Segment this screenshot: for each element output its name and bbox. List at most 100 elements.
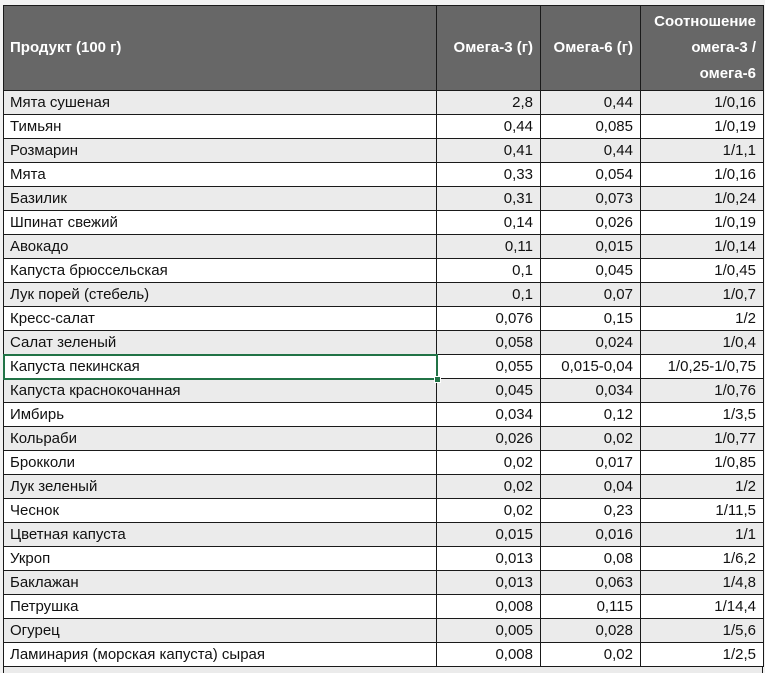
ratio-cell[interactable]: 1/5,6 [640, 618, 764, 643]
ratio-cell[interactable]: 1/0,19 [640, 210, 764, 235]
ratio-cell[interactable]: 1/0,76 [640, 378, 764, 403]
omega3-cell[interactable]: 0,015 [436, 522, 541, 547]
omega6-cell[interactable]: 0,07 [540, 282, 641, 307]
omega6-cell[interactable]: 0,045 [540, 258, 641, 283]
product-cell[interactable]: Базилик [3, 186, 437, 211]
omega3-cell[interactable]: 0,026 [436, 426, 541, 451]
omega3-cell[interactable]: 0,1 [436, 282, 541, 307]
product-cell[interactable]: Салат зеленый [3, 330, 437, 355]
omega6-cell[interactable]: 0,017 [540, 450, 641, 475]
omega3-cell[interactable]: 0,008 [436, 594, 541, 619]
ratio-cell[interactable]: 1/2 [640, 306, 764, 331]
product-cell[interactable]: Цветная капуста [3, 522, 437, 547]
omega6-cell[interactable]: 0,034 [540, 378, 641, 403]
omega3-cell[interactable]: 0,076 [436, 306, 541, 331]
omega6-cell[interactable]: 0,026 [540, 210, 641, 235]
product-cell[interactable]: Укроп [3, 546, 437, 571]
column-header-omega6[interactable]: Омега-6 (г) [540, 5, 641, 91]
ratio-cell[interactable]: 1/3,5 [640, 402, 764, 427]
omega3-cell[interactable]: 0,045 [436, 378, 541, 403]
ratio-cell[interactable]: 1/0,7 [640, 282, 764, 307]
ratio-cell[interactable]: 1/0,16 [640, 162, 764, 187]
omega3-cell[interactable]: 0,11 [436, 234, 541, 259]
omega6-cell[interactable]: 0,08 [540, 546, 641, 571]
omega3-cell[interactable]: 0,44 [436, 114, 541, 139]
omega6-cell[interactable]: 0,44 [540, 138, 641, 163]
omega6-cell[interactable]: 0,02 [540, 426, 641, 451]
ratio-cell[interactable]: 1/0,14 [640, 234, 764, 259]
omega6-cell[interactable]: 0,04 [540, 474, 641, 499]
product-cell[interactable]: Кольраби [3, 426, 437, 451]
ratio-cell[interactable]: 1/0,19 [640, 114, 764, 139]
product-cell[interactable]: Капуста краснокочанная [3, 378, 437, 403]
product-cell[interactable]: Тимьян [3, 114, 437, 139]
ratio-cell[interactable]: 1/0,45 [640, 258, 764, 283]
product-cell[interactable]: Чеснок [3, 498, 437, 523]
ratio-cell[interactable]: 1/2,5 [640, 642, 764, 667]
column-header-product[interactable]: Продукт (100 г) [3, 5, 437, 91]
ratio-cell[interactable]: 1/0,25-1/0,75 [640, 354, 764, 379]
omega3-cell[interactable]: 0,013 [436, 570, 541, 595]
omega3-cell[interactable]: 0,058 [436, 330, 541, 355]
omega3-cell[interactable]: 0,005 [436, 618, 541, 643]
omega6-cell[interactable]: 0,015-0,04 [540, 354, 641, 379]
omega6-cell[interactable]: 0,015 [540, 234, 641, 259]
omega6-cell[interactable]: 0,44 [540, 90, 641, 115]
omega6-cell[interactable]: 0,063 [540, 570, 641, 595]
omega3-cell[interactable]: 0,14 [436, 210, 541, 235]
ratio-cell[interactable]: 1/0,16 [640, 90, 764, 115]
omega3-cell[interactable]: 0,02 [436, 450, 541, 475]
omega6-cell[interactable]: 0,054 [540, 162, 641, 187]
ratio-cell[interactable]: 1/0,24 [640, 186, 764, 211]
product-cell[interactable]: Мята сушеная [3, 90, 437, 115]
omega6-cell[interactable]: 0,073 [540, 186, 641, 211]
product-cell[interactable]: Шпинат свежий [3, 210, 437, 235]
product-cell[interactable]: Капуста пекинская [3, 354, 437, 379]
omega3-cell[interactable]: 0,41 [436, 138, 541, 163]
product-cell[interactable]: Мята [3, 162, 437, 187]
product-cell[interactable]: Кресс-салат [3, 306, 437, 331]
product-cell[interactable]: Лук порей (стебель) [3, 282, 437, 307]
fill-handle[interactable] [433, 375, 441, 383]
omega6-cell[interactable]: 0,02 [540, 642, 641, 667]
ratio-cell[interactable]: 1/14,4 [640, 594, 764, 619]
product-cell[interactable]: Петрушка [3, 594, 437, 619]
omega3-cell[interactable]: 0,02 [436, 474, 541, 499]
ratio-cell[interactable]: 1/1,1 [640, 138, 764, 163]
column-header-omega3[interactable]: Омега-3 (г) [436, 5, 541, 91]
product-cell[interactable]: Капуста брюссельская [3, 258, 437, 283]
product-cell[interactable]: Розмарин [3, 138, 437, 163]
ratio-cell[interactable]: 1/11,5 [640, 498, 764, 523]
omega6-cell[interactable]: 0,115 [540, 594, 641, 619]
ratio-cell[interactable]: 1/2 [640, 474, 764, 499]
product-cell[interactable]: Огурец [3, 618, 437, 643]
ratio-cell[interactable]: 1/4,8 [640, 570, 764, 595]
omega3-cell[interactable]: 0,034 [436, 402, 541, 427]
omega3-cell[interactable]: 2,8 [436, 90, 541, 115]
ratio-cell[interactable]: 1/6,2 [640, 546, 764, 571]
omega6-cell[interactable]: 0,016 [540, 522, 641, 547]
ratio-cell[interactable]: 1/0,4 [640, 330, 764, 355]
column-header-ratio[interactable]: Соотношение омега-3 / омега-6 [640, 5, 764, 91]
omega3-cell[interactable]: 0,055 [436, 354, 541, 379]
omega3-cell[interactable]: 0,33 [436, 162, 541, 187]
ratio-cell[interactable]: 1/0,85 [640, 450, 764, 475]
product-cell[interactable]: Брокколи [3, 450, 437, 475]
ratio-cell[interactable]: 1/1 [640, 522, 764, 547]
omega6-cell[interactable]: 0,028 [540, 618, 641, 643]
omega3-cell[interactable]: 0,31 [436, 186, 541, 211]
product-cell[interactable]: Ламинария (морская капуста) сырая [3, 642, 437, 667]
product-cell[interactable]: Баклажан [3, 570, 437, 595]
product-cell[interactable]: Авокадо [3, 234, 437, 259]
omega3-cell[interactable]: 0,1 [436, 258, 541, 283]
omega3-cell[interactable]: 0,008 [436, 642, 541, 667]
omega6-cell[interactable]: 0,12 [540, 402, 641, 427]
omega6-cell[interactable]: 0,024 [540, 330, 641, 355]
ratio-cell[interactable]: 1/0,77 [640, 426, 764, 451]
omega6-cell[interactable]: 0,23 [540, 498, 641, 523]
omega6-cell[interactable]: 0,085 [540, 114, 641, 139]
omega3-cell[interactable]: 0,02 [436, 498, 541, 523]
omega6-cell[interactable]: 0,15 [540, 306, 641, 331]
omega3-cell[interactable]: 0,013 [436, 546, 541, 571]
product-cell[interactable]: Лук зеленый [3, 474, 437, 499]
